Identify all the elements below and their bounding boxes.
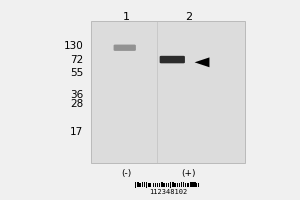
Bar: [177, 183, 178, 187]
Bar: [198, 183, 199, 187]
Bar: [146, 182, 147, 188]
Bar: [179, 183, 180, 187]
Bar: [170, 182, 171, 188]
Bar: [135, 182, 136, 188]
Text: 1: 1: [123, 12, 130, 22]
Bar: [144, 182, 146, 187]
Text: 28: 28: [70, 99, 83, 109]
Text: 72: 72: [70, 55, 83, 65]
Polygon shape: [195, 57, 209, 67]
Bar: [192, 182, 194, 187]
Bar: [196, 183, 197, 187]
Bar: [157, 183, 158, 187]
Bar: [155, 183, 156, 187]
FancyBboxPatch shape: [114, 45, 136, 51]
Bar: [174, 183, 175, 187]
Bar: [183, 182, 184, 187]
Bar: [181, 182, 182, 187]
Text: 17: 17: [70, 127, 83, 137]
Bar: [188, 183, 189, 187]
Bar: [137, 182, 139, 187]
Text: (-): (-): [121, 169, 131, 178]
Bar: [161, 182, 163, 187]
Text: 2: 2: [185, 12, 192, 22]
Text: 130: 130: [63, 41, 83, 51]
Bar: [194, 182, 196, 187]
Bar: [168, 183, 169, 187]
Bar: [190, 182, 192, 187]
Text: (+): (+): [182, 169, 196, 178]
Text: 36: 36: [70, 90, 83, 100]
Bar: [153, 183, 154, 187]
Bar: [164, 183, 165, 187]
Text: 112348102: 112348102: [149, 189, 187, 195]
Bar: [150, 183, 152, 187]
FancyBboxPatch shape: [160, 56, 185, 63]
Bar: [148, 183, 150, 187]
Bar: [166, 183, 167, 187]
Bar: [185, 183, 187, 187]
Bar: [172, 182, 174, 187]
Bar: [91, 21, 245, 163]
Bar: [159, 183, 160, 187]
Text: 55: 55: [70, 68, 83, 78]
